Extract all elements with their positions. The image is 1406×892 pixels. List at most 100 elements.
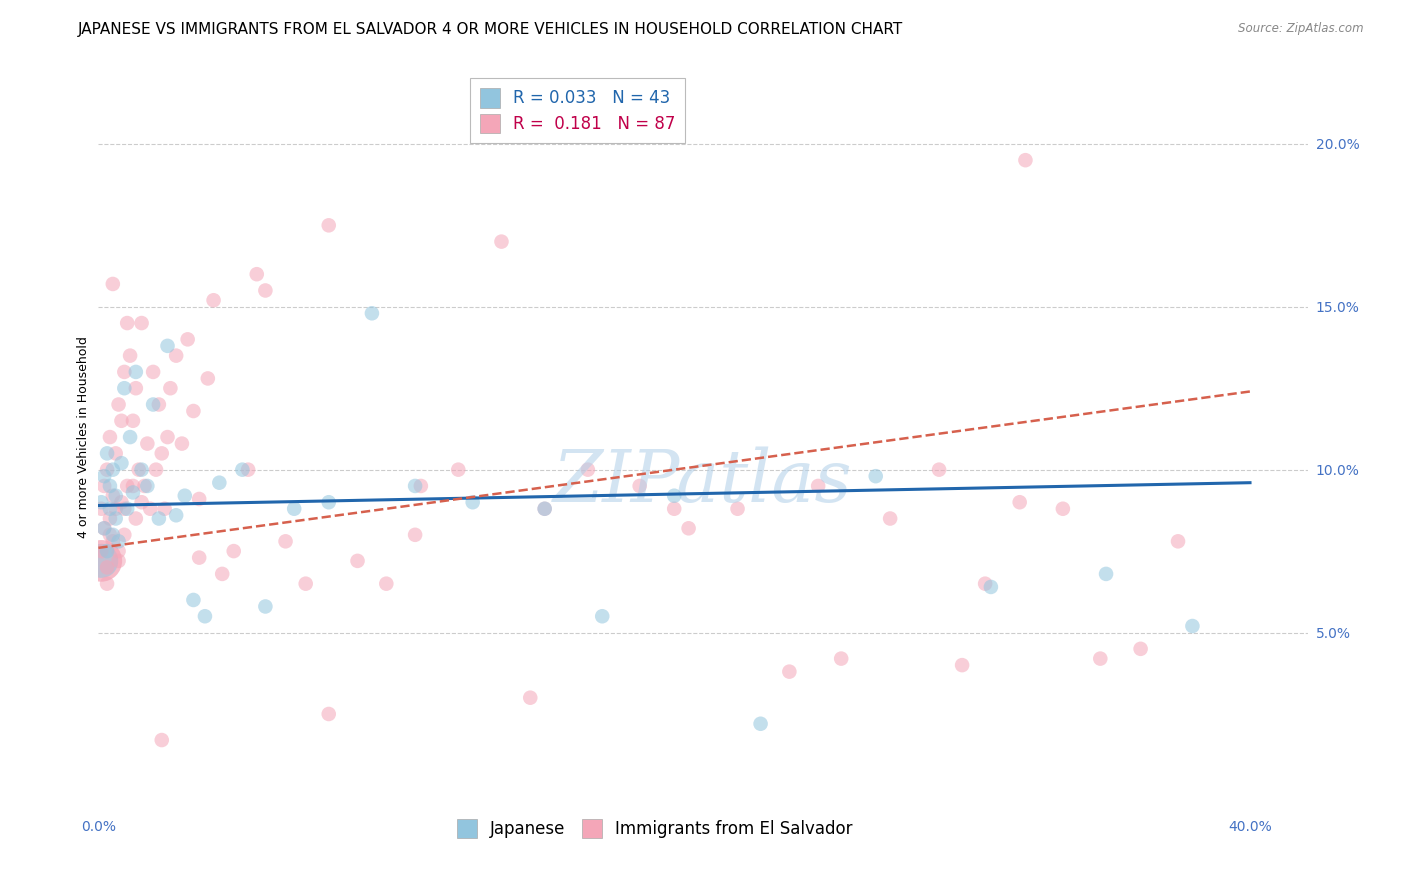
- Point: [101, 463, 124, 477]
- Point: [879, 511, 901, 525]
- Point: [974, 576, 997, 591]
- Point: [110, 414, 132, 428]
- Point: [404, 528, 426, 542]
- Point: [142, 397, 165, 411]
- Point: [274, 534, 297, 549]
- Point: [122, 414, 145, 428]
- Point: [115, 501, 138, 516]
- Point: [101, 534, 124, 549]
- Point: [110, 456, 132, 470]
- Point: [318, 495, 340, 509]
- Point: [170, 436, 193, 450]
- Point: [156, 339, 179, 353]
- Point: [202, 293, 225, 308]
- Point: [96, 446, 118, 460]
- Point: [98, 511, 121, 525]
- Point: [136, 479, 159, 493]
- Point: [749, 716, 772, 731]
- Point: [318, 706, 340, 721]
- Point: [533, 501, 555, 516]
- Point: [1129, 641, 1152, 656]
- Point: [139, 501, 162, 516]
- Point: [188, 550, 211, 565]
- Text: Source: ZipAtlas.com: Source: ZipAtlas.com: [1239, 22, 1364, 36]
- Point: [176, 332, 198, 346]
- Point: [90, 495, 112, 509]
- Point: [136, 436, 159, 450]
- Point: [664, 489, 686, 503]
- Point: [159, 381, 181, 395]
- Point: [173, 489, 195, 503]
- Point: [165, 508, 187, 523]
- Point: [112, 365, 135, 379]
- Point: [188, 491, 211, 506]
- Point: [461, 495, 484, 509]
- Point: [101, 528, 124, 542]
- Point: [246, 267, 269, 281]
- Point: [104, 446, 127, 460]
- Point: [120, 430, 142, 444]
- Point: [628, 479, 651, 493]
- Point: [346, 554, 368, 568]
- Point: [678, 521, 700, 535]
- Point: [153, 501, 176, 516]
- Point: [491, 235, 513, 249]
- Point: [134, 479, 156, 493]
- Point: [830, 651, 852, 665]
- Point: [148, 511, 170, 525]
- Point: [93, 479, 115, 493]
- Point: [404, 479, 426, 493]
- Point: [98, 501, 121, 516]
- Point: [1095, 566, 1118, 581]
- Point: [1181, 619, 1204, 633]
- Point: [727, 501, 749, 516]
- Point: [950, 658, 973, 673]
- Point: [519, 690, 541, 705]
- Point: [183, 593, 205, 607]
- Point: [1090, 651, 1112, 665]
- Point: [131, 316, 153, 330]
- Point: [194, 609, 217, 624]
- Y-axis label: 4 or more Vehicles in Household: 4 or more Vehicles in Household: [77, 336, 90, 538]
- Point: [148, 397, 170, 411]
- Point: [1167, 534, 1189, 549]
- Point: [236, 463, 259, 477]
- Point: [104, 489, 127, 503]
- Point: [122, 479, 145, 493]
- Point: [778, 665, 800, 679]
- Point: [576, 463, 599, 477]
- Point: [361, 306, 384, 320]
- Point: [112, 501, 135, 516]
- Point: [101, 277, 124, 291]
- Point: [231, 463, 253, 477]
- Point: [93, 469, 115, 483]
- Point: [294, 576, 316, 591]
- Point: [197, 371, 219, 385]
- Point: [150, 733, 173, 747]
- Point: [98, 430, 121, 444]
- Point: [447, 463, 470, 477]
- Point: [150, 446, 173, 460]
- Point: [183, 404, 205, 418]
- Point: [93, 521, 115, 535]
- Point: [1008, 495, 1031, 509]
- Point: [90, 501, 112, 516]
- Point: [409, 479, 432, 493]
- Point: [254, 599, 277, 614]
- Point: [156, 430, 179, 444]
- Point: [120, 349, 142, 363]
- Point: [145, 463, 167, 477]
- Point: [125, 511, 148, 525]
- Point: [96, 560, 118, 574]
- Point: [254, 284, 277, 298]
- Point: [125, 365, 148, 379]
- Point: [104, 501, 127, 516]
- Point: [591, 609, 613, 624]
- Point: [90, 554, 112, 568]
- Text: ZIPatlas: ZIPatlas: [553, 447, 853, 517]
- Point: [115, 479, 138, 493]
- Point: [115, 316, 138, 330]
- Point: [375, 576, 398, 591]
- Point: [980, 580, 1002, 594]
- Point: [131, 463, 153, 477]
